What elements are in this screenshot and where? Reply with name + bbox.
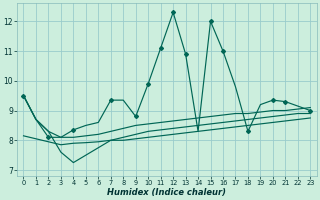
X-axis label: Humidex (Indice chaleur): Humidex (Indice chaleur) (108, 188, 226, 197)
